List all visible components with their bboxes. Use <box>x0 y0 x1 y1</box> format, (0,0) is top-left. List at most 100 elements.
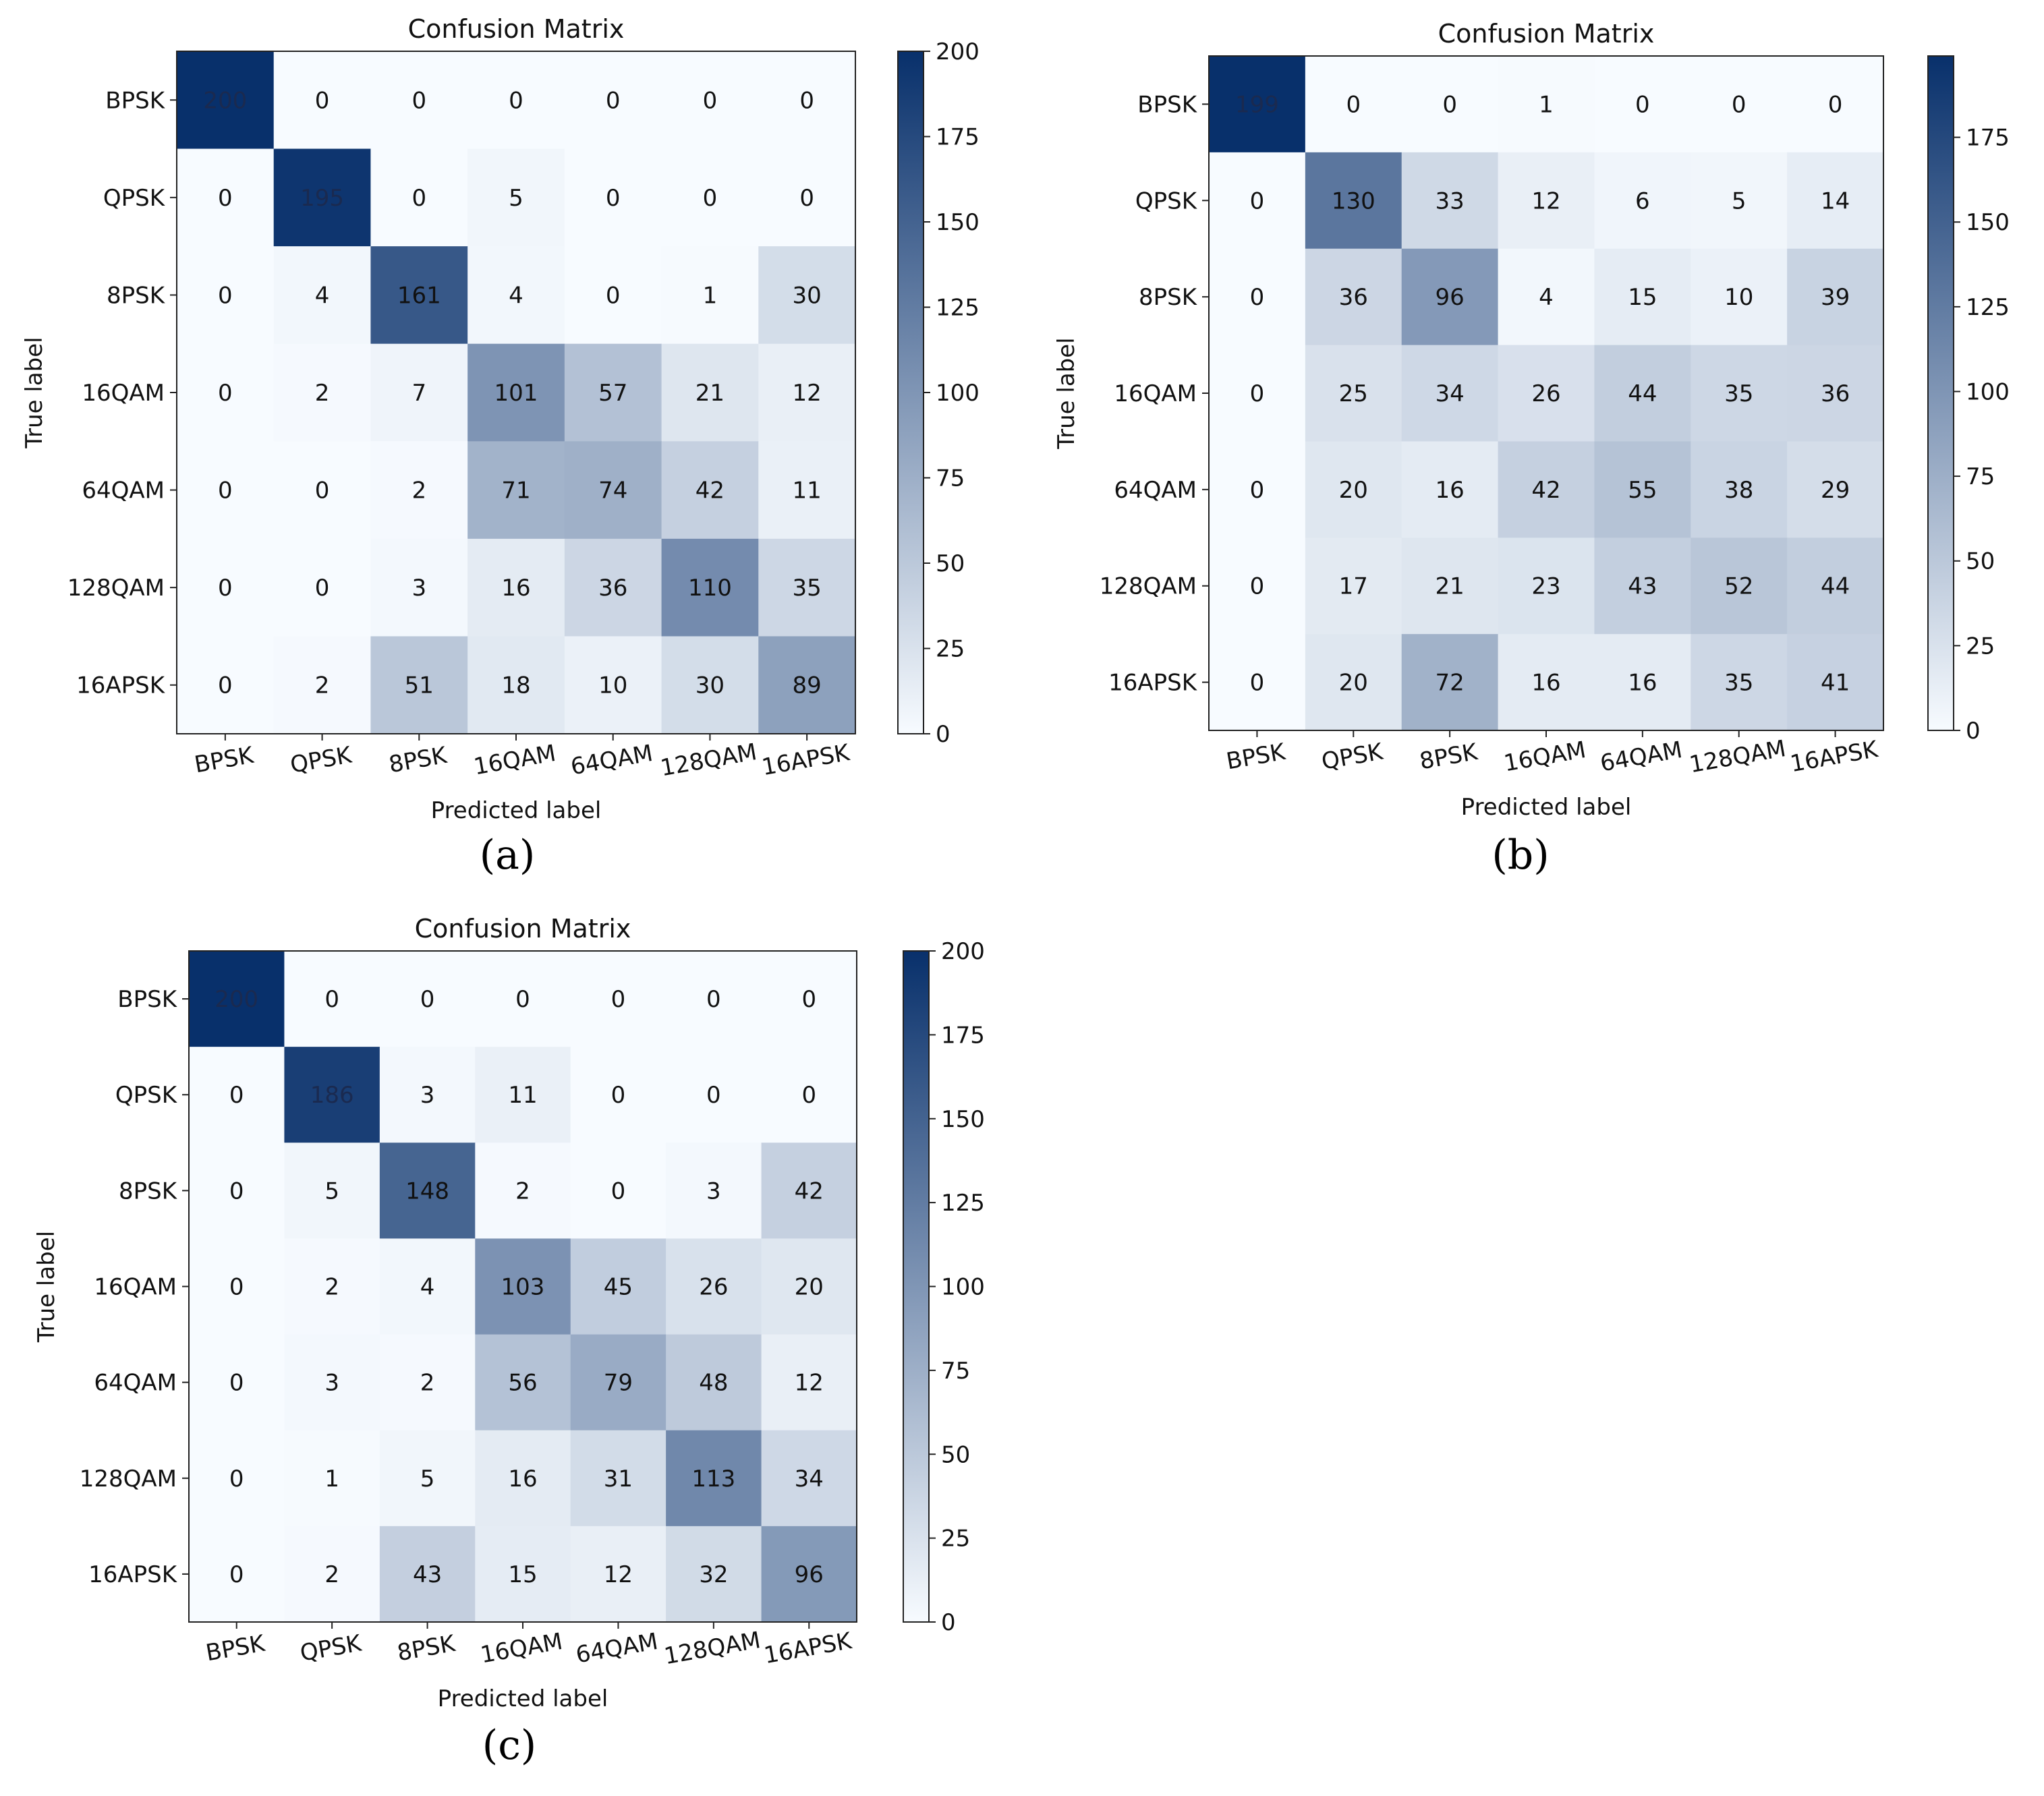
y-tick-label: 16QAM <box>1114 380 1197 407</box>
y-tick-label: 128QAM <box>80 1466 177 1493</box>
heatmap-cell <box>467 148 565 247</box>
heatmap-cell <box>1401 152 1499 250</box>
heatmap-cell <box>1594 152 1691 250</box>
heatmap-cell <box>1498 152 1595 250</box>
cell-value-label: 30 <box>793 282 822 309</box>
y-tick-label: 16QAM <box>82 380 165 407</box>
heatmap-cell <box>284 951 380 1047</box>
cell-value-label: 0 <box>218 282 233 309</box>
cell-value-label: 5 <box>420 1466 435 1493</box>
heatmap-cell <box>761 1526 857 1623</box>
cell-value-label: 0 <box>1250 477 1265 504</box>
heatmap-cell <box>661 51 759 150</box>
heatmap-cell <box>1305 634 1402 731</box>
x-tick-label: 128QAM <box>1687 735 1788 778</box>
cell-value-label: 199 <box>1235 91 1279 118</box>
colorbar <box>897 51 924 734</box>
cell-value-label: 113 <box>691 1466 735 1493</box>
cell-value-label: 7 <box>411 380 426 407</box>
heatmap-cell <box>661 538 759 637</box>
heatmap-cell <box>284 1526 380 1623</box>
heatmap-cell <box>370 441 468 540</box>
heatmap-cell <box>189 1526 285 1623</box>
cell-value-label: 16 <box>508 1466 537 1493</box>
cell-value-label: 0 <box>1250 573 1265 600</box>
x-tick-label: 16APSK <box>762 1627 855 1669</box>
heatmap-cell <box>1401 56 1499 153</box>
cell-value-label: 0 <box>218 672 233 699</box>
cell-value-label: 130 <box>1332 187 1375 214</box>
cell-value-label: 0 <box>799 185 814 212</box>
cell-value-label: 56 <box>508 1370 537 1397</box>
heatmap-cell <box>379 1047 476 1143</box>
cell-value-label: 36 <box>598 575 627 602</box>
heatmap-cell <box>570 1238 666 1335</box>
heatmap-cell <box>475 1238 571 1335</box>
heatmap-cell <box>1787 56 1884 153</box>
heatmap-cell <box>564 636 662 734</box>
colorbar-tick-label: 50 <box>941 1441 970 1468</box>
cell-value-label: 5 <box>1732 187 1747 214</box>
cell-value-label: 0 <box>218 185 233 212</box>
heatmap-cell <box>666 1142 762 1239</box>
colorbar-tick-label: 200 <box>936 38 980 65</box>
heatmap-cell <box>370 343 468 442</box>
cell-value-label: 16 <box>1628 670 1657 697</box>
colorbar <box>1927 55 1954 731</box>
heatmap-cell <box>1209 538 1306 635</box>
cell-value-label: 42 <box>1531 477 1560 504</box>
heatmap-cell <box>273 246 371 345</box>
cell-value-label: 43 <box>413 1561 442 1588</box>
heatmap-cell <box>758 148 856 247</box>
cell-value-label: 0 <box>515 986 530 1013</box>
heatmap-cell <box>177 246 275 345</box>
heatmap-cell <box>570 1142 666 1239</box>
heatmap-cell <box>758 636 856 734</box>
heatmap-cell <box>1209 634 1306 731</box>
cell-value-label: 42 <box>695 477 725 504</box>
cell-value-label: 0 <box>218 575 233 602</box>
cell-value-label: 1 <box>1539 91 1554 118</box>
cell-value-label: 0 <box>799 87 814 114</box>
cell-value-label: 0 <box>1250 187 1265 214</box>
colorbar-tick-label: 25 <box>1966 633 1995 660</box>
cell-value-label: 30 <box>695 672 725 699</box>
cell-value-label: 2 <box>515 1178 530 1205</box>
cell-value-label: 4 <box>1539 284 1554 311</box>
x-tick-label: 16APSK <box>1788 736 1881 778</box>
panel-caption: (b) <box>1492 832 1549 879</box>
y-tick-label: 64QAM <box>94 1370 177 1397</box>
heatmap-cell <box>761 1142 857 1239</box>
cell-value-label: 0 <box>218 380 233 407</box>
y-tick-label: 128QAM <box>67 575 165 602</box>
y-tick-label: QPSK <box>1135 187 1198 214</box>
heatmap-cell <box>1787 634 1884 731</box>
heatmap-cell <box>666 951 762 1047</box>
heatmap-cell <box>564 343 662 442</box>
heatmap-cell <box>1401 248 1499 346</box>
cell-value-label: 36 <box>1339 284 1368 311</box>
panel-caption: (c) <box>482 1722 536 1769</box>
heatmap-cell <box>1691 345 1788 442</box>
heatmap-cell <box>1594 56 1691 153</box>
cell-value-label: 0 <box>611 1082 626 1109</box>
heatmap-cell <box>570 1047 666 1143</box>
heatmap-cell <box>1691 56 1788 153</box>
heatmap-cell <box>475 1430 571 1527</box>
colorbar-tick-label: 175 <box>936 124 980 151</box>
heatmap-cell <box>661 343 759 442</box>
heatmap-cell <box>761 951 857 1047</box>
heatmap-cell <box>1691 248 1788 346</box>
cell-value-label: 0 <box>509 87 523 114</box>
cell-value-label: 0 <box>801 1082 816 1109</box>
cell-value-label: 200 <box>203 87 247 114</box>
heatmap-cell <box>1594 441 1691 538</box>
heatmap-cell <box>1498 634 1595 731</box>
cell-value-label: 39 <box>1821 284 1850 311</box>
colorbar-tick-label: 75 <box>1966 463 1995 490</box>
heatmap-cell <box>467 441 565 540</box>
heatmap-cell <box>1787 152 1884 250</box>
chart-title: Confusion Matrix <box>1438 19 1655 49</box>
chart-title: Confusion Matrix <box>415 914 631 944</box>
cell-value-label: 0 <box>411 185 426 212</box>
